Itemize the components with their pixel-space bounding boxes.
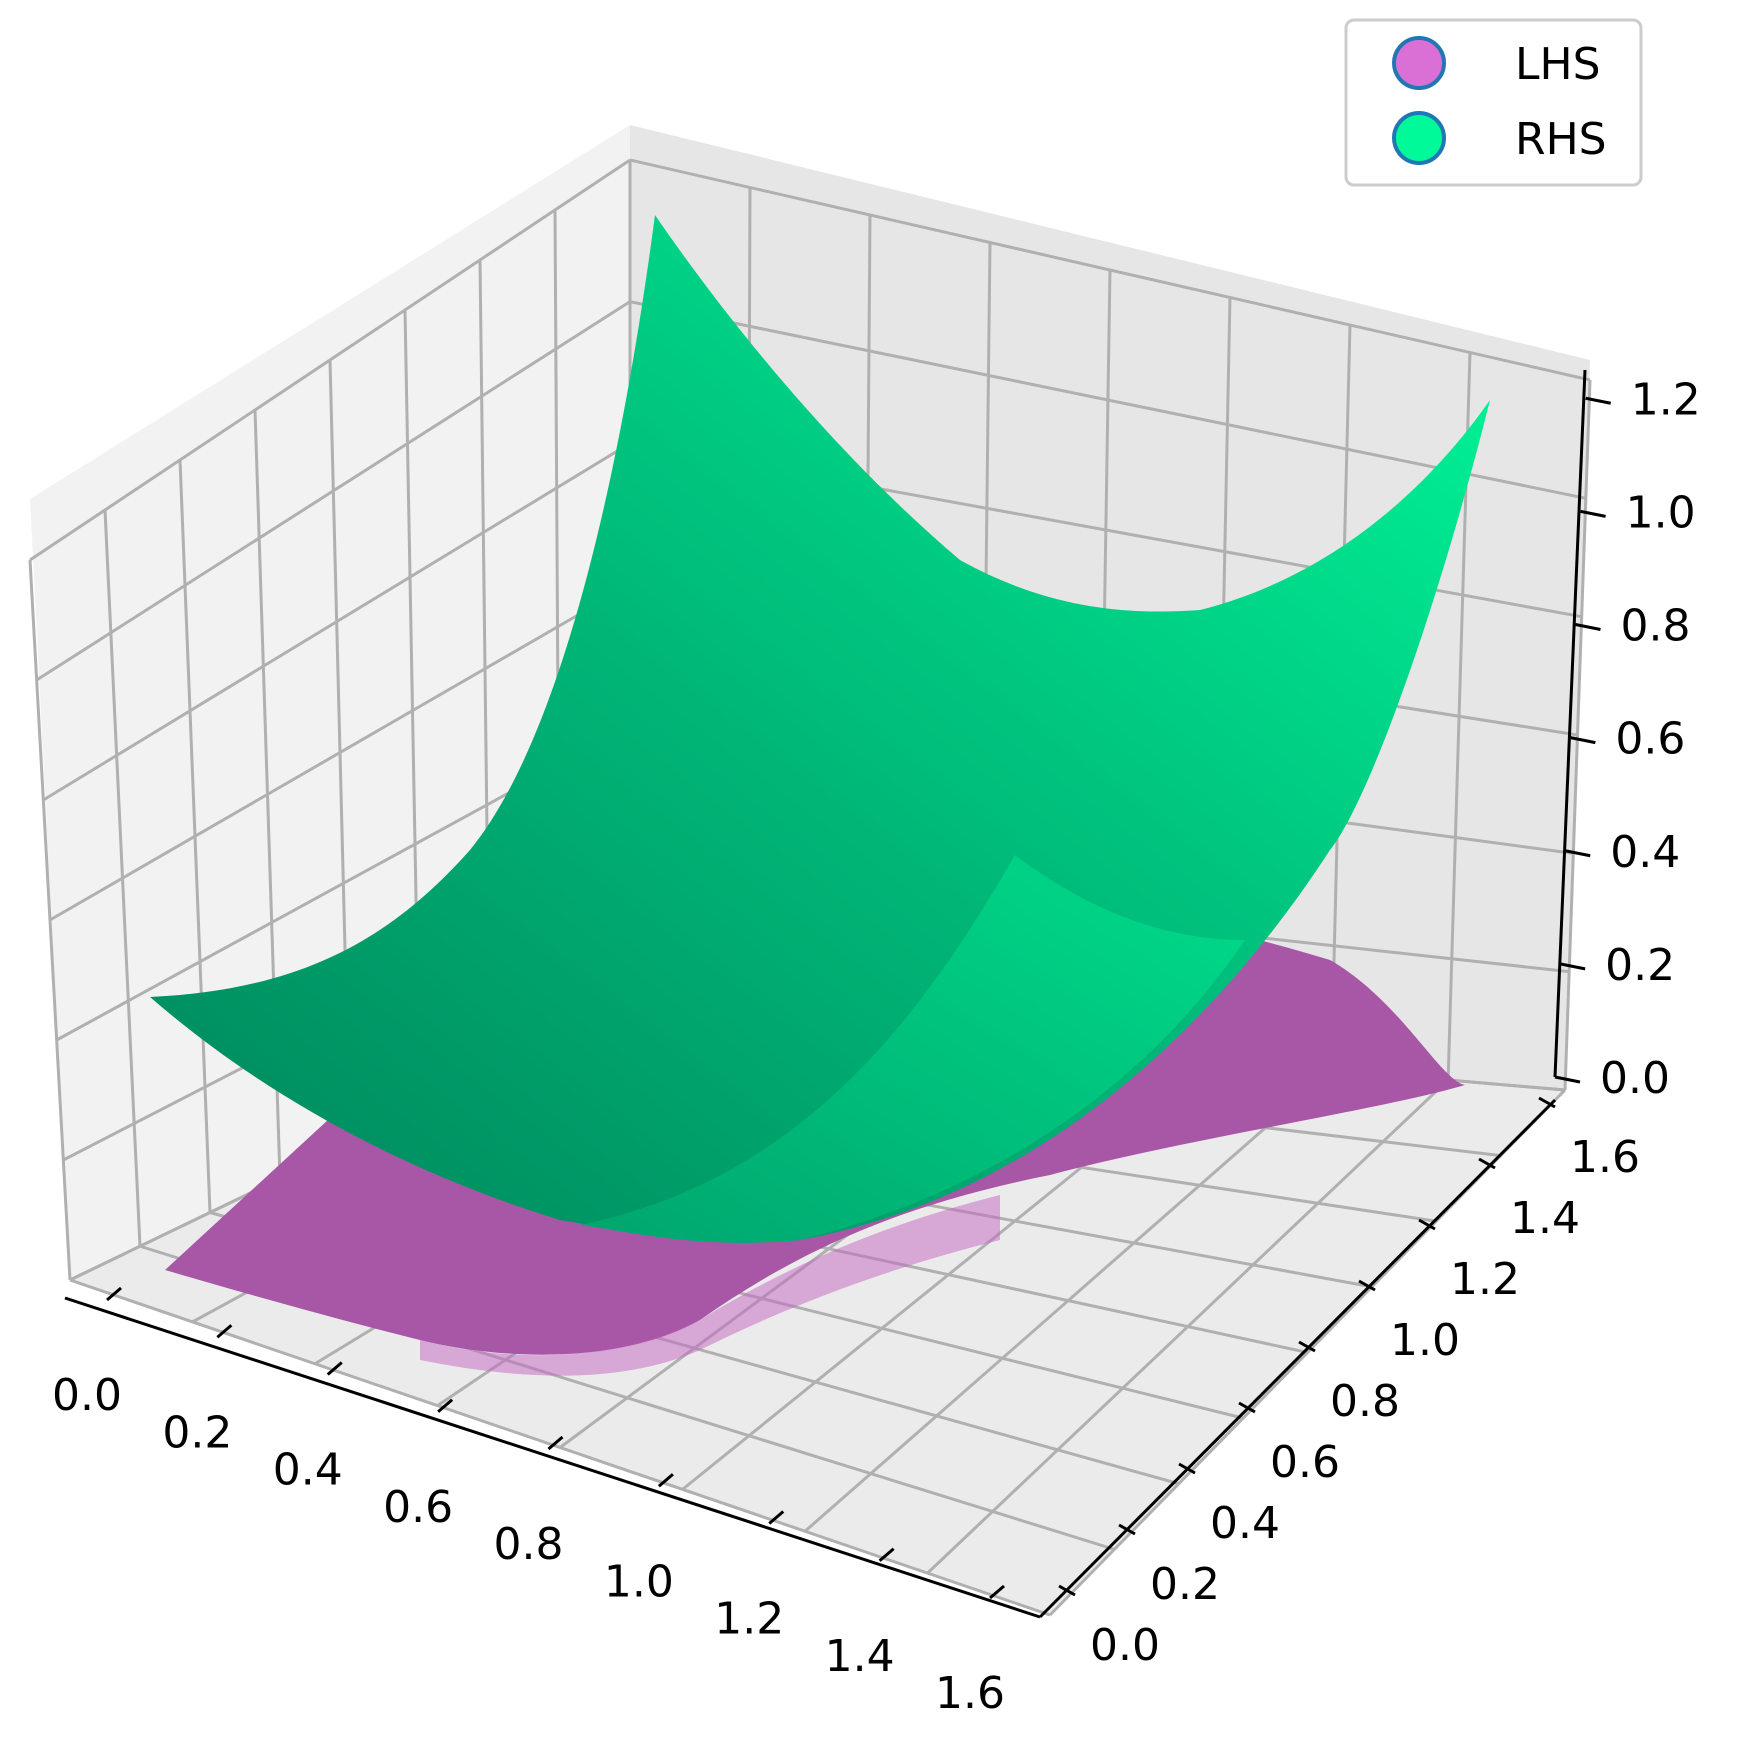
x-tick-label-3: 0.6: [383, 1482, 453, 1533]
z-tick-mark-6: [1585, 396, 1612, 405]
y-tick-label-6: 1.2: [1450, 1254, 1520, 1305]
z-tick-label-2: 0.4: [1610, 827, 1680, 878]
rhs-near-fold: [580, 855, 1245, 1243]
legend-label-rhs: RHS: [1515, 114, 1607, 165]
legend-marker-rhs: [1392, 111, 1446, 165]
y-tick-label-7: 1.4: [1510, 1193, 1580, 1244]
z-tick-mark-0: [1554, 1075, 1581, 1084]
left-wall-grid-v-1: [103, 509, 142, 1247]
x-tick-label-7: 1.4: [825, 1631, 895, 1682]
left-wall-grid-v-0: [28, 559, 72, 1281]
y-tick-mark-5: [1358, 1279, 1376, 1292]
x-tick-mark-4: [547, 1435, 564, 1451]
y-tick-label-1: 0.2: [1150, 1559, 1220, 1610]
x-tick-mark-7: [878, 1547, 895, 1562]
x-tick-label-6: 1.2: [714, 1594, 784, 1645]
x-tick-label-0: 0.0: [52, 1370, 122, 1421]
z-tick-label-0: 0.0: [1600, 1053, 1670, 1104]
y-tick-mark-4: [1298, 1340, 1316, 1353]
y-tick-label-3: 0.6: [1270, 1437, 1340, 1488]
z-tick-label-5: 1.0: [1626, 487, 1696, 538]
y-tick-mark-7: [1478, 1157, 1496, 1170]
x-tick-label-2: 0.4: [273, 1445, 343, 1496]
x-axis-line: [64, 1296, 1041, 1619]
z-tick-label-4: 0.8: [1620, 601, 1690, 652]
legend: LHS RHS: [1344, 18, 1643, 187]
x-ticks: 0.0 0.2 0.4 0.6 0.8 1.0 1.2 1.4 1.6: [52, 1286, 1005, 1719]
floor-grid-y-0: [69, 1278, 1051, 1617]
x-tick-label-8: 1.6: [935, 1668, 1005, 1719]
z-axis-line: [1553, 369, 1587, 1078]
y-tick-label-2: 0.4: [1210, 1498, 1280, 1549]
y-tick-mark-2: [1178, 1462, 1196, 1475]
lhs-front-edge: [420, 1195, 1000, 1376]
z-ticks: 0.0 0.2 0.4 0.6 0.8 1.0 1.2: [1554, 374, 1701, 1104]
x-tick-mark-2: [326, 1361, 343, 1376]
y-tick-mark-0: [1058, 1584, 1076, 1597]
x-tick-label-1: 0.2: [162, 1407, 232, 1458]
left-wall-grid-v-2: [178, 459, 212, 1213]
legend-label-lhs: LHS: [1515, 39, 1601, 90]
y-tick-label-8: 1.6: [1570, 1132, 1640, 1183]
y-tick-label-5: 1.0: [1390, 1315, 1460, 1366]
x-tick-mark-6: [768, 1510, 785, 1525]
y-tick-label-0: 0.0: [1090, 1620, 1160, 1671]
y-tick-mark-3: [1238, 1401, 1256, 1414]
z-tick-label-3: 0.6: [1615, 714, 1685, 765]
x-tick-mark-5: [657, 1473, 674, 1488]
z-tick-mark-2: [1564, 849, 1591, 858]
x-tick-mark-0: [106, 1286, 122, 1302]
z-tick-mark-1: [1559, 962, 1586, 971]
x-tick-label-4: 0.8: [494, 1519, 564, 1570]
z-tick-label-6: 1.2: [1631, 374, 1701, 425]
y-tick-mark-1: [1118, 1523, 1136, 1536]
y-tick-mark-8: [1538, 1096, 1556, 1109]
x-tick-mark-1: [216, 1324, 233, 1339]
y-tick-label-4: 0.8: [1330, 1376, 1400, 1427]
z-tick-label-1: 0.2: [1605, 940, 1675, 991]
y-axis-line: [1038, 1098, 1557, 1619]
x-tick-mark-3: [437, 1398, 454, 1413]
right-wall-grid-v-8: [1563, 379, 1592, 1091]
x-tick-mark-8: [989, 1584, 1005, 1600]
z-tick-mark-3: [1570, 736, 1596, 745]
y-ticks: 0.0 0.2 0.4 0.6 0.8 1.0 1.2 1.4 1.6: [1058, 1096, 1640, 1671]
z-tick-mark-4: [1575, 623, 1601, 631]
x-tick-label-5: 1.0: [604, 1556, 674, 1607]
y-tick-mark-6: [1418, 1218, 1436, 1231]
z-tick-mark-5: [1580, 509, 1606, 518]
legend-marker-lhs: [1392, 36, 1446, 90]
